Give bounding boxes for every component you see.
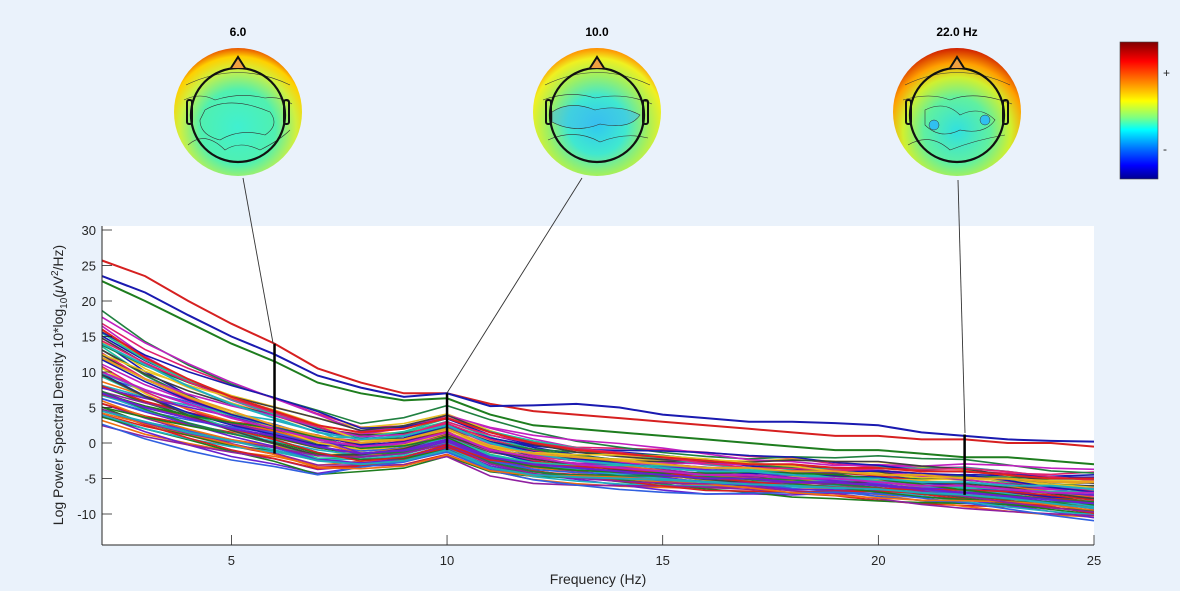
x-axis-label: Frequency (Hz) xyxy=(550,571,646,587)
topoplot-22hz xyxy=(893,48,1021,176)
nose-icon xyxy=(589,55,605,69)
svg-text:25: 25 xyxy=(1087,553,1101,568)
colorbar-plus-label: + xyxy=(1163,66,1171,80)
topoplot-10hz xyxy=(533,48,661,176)
svg-text:30: 30 xyxy=(82,223,96,238)
svg-text:5: 5 xyxy=(89,401,96,416)
topoplot-title-6hz: 6.0 xyxy=(229,25,247,39)
svg-text:-5: -5 xyxy=(84,472,96,487)
frequency-markers xyxy=(273,343,966,495)
psd-lines xyxy=(102,259,1094,522)
x-ticks: 5 10 15 20 25 xyxy=(228,535,1101,568)
svg-text:-10: -10 xyxy=(77,507,96,522)
y-ticks: 30 25 20 15 10 5 0 -5 -10 xyxy=(77,223,112,522)
nose-icon xyxy=(230,55,246,69)
svg-text:10: 10 xyxy=(82,365,96,380)
svg-text:10: 10 xyxy=(440,553,454,568)
svg-text:20: 20 xyxy=(871,553,885,568)
left-ear-icon xyxy=(186,99,193,125)
right-ear-icon xyxy=(1002,99,1009,125)
y-axis-label: Log Power Spectral Density 10*log10(μV2/… xyxy=(50,245,70,525)
connector-22hz xyxy=(957,179,966,434)
left-ear-icon xyxy=(905,99,912,125)
topoplot-title-22hz: 22.0 Hz xyxy=(936,25,978,39)
topoplot-title-10hz: 10.0 xyxy=(585,25,609,39)
connector-6hz xyxy=(242,177,274,344)
right-ear-icon xyxy=(642,99,649,125)
connector-10hz xyxy=(446,177,583,394)
colorbar xyxy=(1119,41,1159,180)
svg-text:5: 5 xyxy=(228,553,235,568)
svg-text:0: 0 xyxy=(89,436,96,451)
svg-text:15: 15 xyxy=(655,553,669,568)
left-ear-icon xyxy=(545,99,552,125)
svg-text:20: 20 xyxy=(82,294,96,309)
right-ear-icon xyxy=(283,99,290,125)
topoplot-6hz xyxy=(174,48,302,176)
colorbar-minus-label: - xyxy=(1163,142,1167,156)
nose-icon xyxy=(949,55,965,69)
svg-text:25: 25 xyxy=(82,259,96,274)
svg-text:15: 15 xyxy=(82,330,96,345)
